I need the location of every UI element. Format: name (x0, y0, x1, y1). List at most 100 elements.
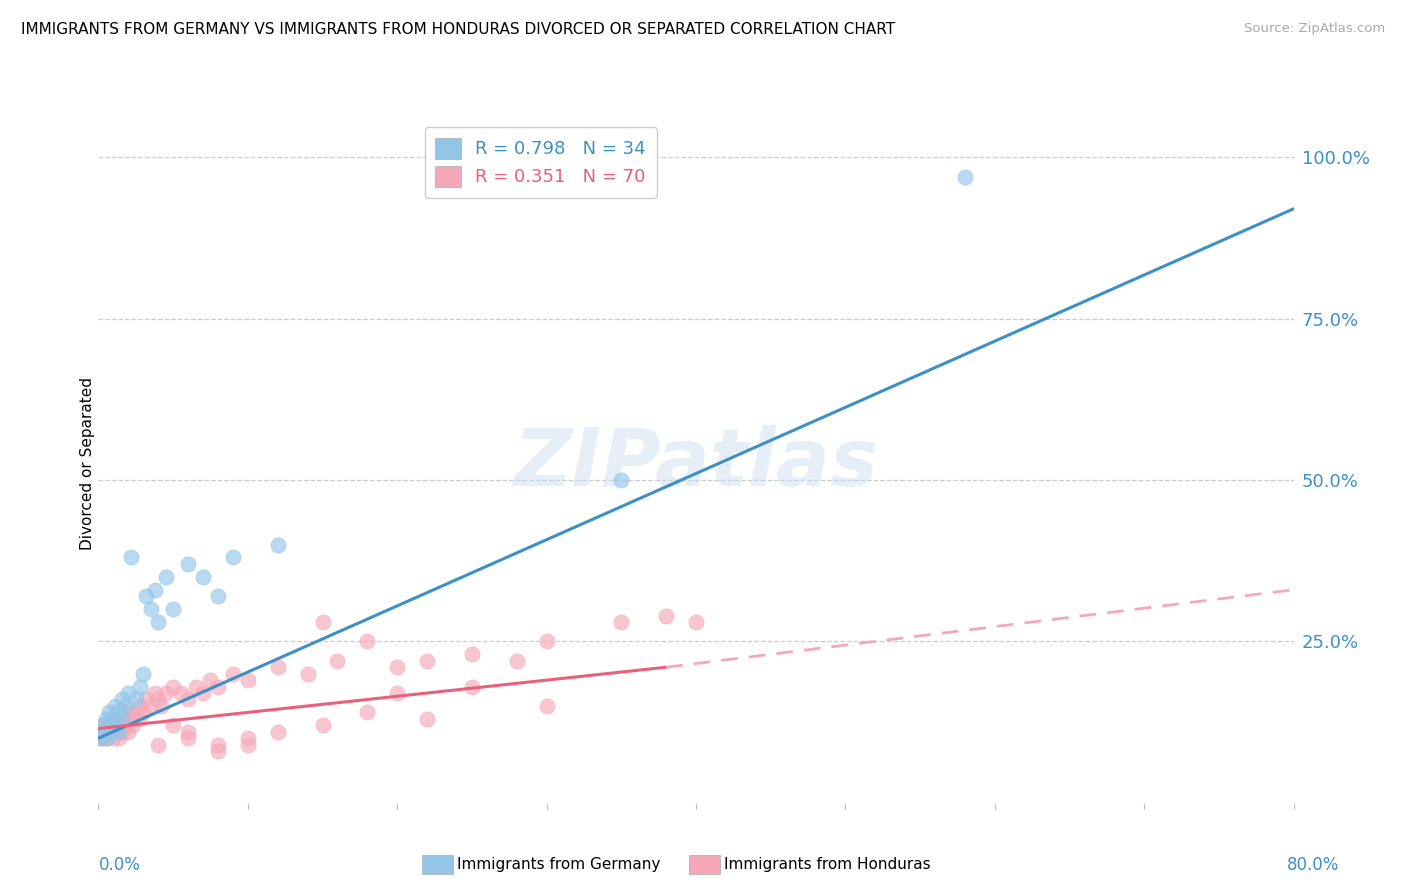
Point (191, 570, 214, 584)
Point (107, 712, 129, 726)
Point (111, 692, 134, 706)
Point (117, 724, 139, 739)
Point (191, 686, 214, 700)
Point (953, 169, 976, 184)
Point (311, 718, 333, 732)
Point (200, 673, 222, 687)
Point (267, 660, 290, 674)
Point (111, 724, 134, 739)
Point (155, 570, 177, 584)
Point (610, 473, 633, 487)
Point (356, 706, 378, 720)
Point (297, 666, 319, 681)
Point (135, 589, 157, 603)
Point (139, 698, 162, 713)
Point (110, 718, 132, 732)
Point (222, 666, 245, 681)
Point (385, 660, 409, 674)
Point (162, 718, 184, 732)
Point (536, 698, 558, 713)
Text: Immigrants from Honduras: Immigrants from Honduras (724, 857, 931, 871)
Point (135, 692, 157, 706)
Text: IMMIGRANTS FROM GERMANY VS IMMIGRANTS FROM HONDURAS DIVORCED OR SEPARATED CORREL: IMMIGRANTS FROM GERMANY VS IMMIGRANTS FR… (21, 22, 896, 37)
Point (222, 550, 245, 565)
Point (101, 712, 124, 726)
Point (207, 738, 229, 752)
Text: Immigrants from Germany: Immigrants from Germany (457, 857, 661, 871)
Point (93, 718, 115, 732)
Point (177, 724, 200, 739)
Point (207, 744, 229, 758)
Point (90, 724, 112, 739)
Point (311, 615, 333, 629)
Point (115, 718, 138, 732)
Point (93, 724, 115, 739)
Point (685, 615, 707, 629)
Point (267, 724, 290, 739)
Point (105, 718, 128, 732)
Point (97, 706, 120, 720)
Point (91, 731, 114, 746)
Text: 0.0%: 0.0% (98, 855, 141, 873)
Point (207, 680, 229, 694)
Point (129, 698, 152, 713)
Point (129, 680, 152, 694)
Point (150, 698, 173, 713)
Point (177, 692, 200, 706)
Point (155, 686, 177, 700)
Point (118, 706, 141, 720)
Point (121, 718, 143, 732)
Point (125, 692, 148, 706)
Point (101, 724, 124, 739)
Point (103, 731, 125, 746)
Text: ZIPatlas: ZIPatlas (513, 425, 879, 503)
Point (104, 698, 127, 713)
Point (132, 666, 155, 681)
Point (100, 724, 122, 739)
Point (139, 602, 162, 616)
Point (96, 731, 118, 746)
Point (103, 712, 125, 726)
Point (177, 731, 200, 746)
Point (128, 712, 150, 726)
Point (416, 712, 439, 726)
Point (536, 634, 558, 648)
Point (112, 706, 135, 720)
Point (117, 686, 139, 700)
Point (96, 731, 118, 746)
Point (120, 712, 142, 726)
Point (105, 724, 128, 739)
Point (385, 686, 409, 700)
Point (207, 589, 229, 603)
Point (148, 692, 170, 706)
Point (236, 738, 259, 752)
Point (162, 602, 184, 616)
Point (236, 673, 259, 687)
Point (267, 537, 290, 551)
Point (655, 608, 678, 623)
Point (184, 680, 207, 694)
Point (416, 654, 439, 668)
Y-axis label: Divorced or Separated: Divorced or Separated (80, 377, 94, 550)
Point (90, 731, 112, 746)
Point (91, 718, 114, 732)
Point (125, 706, 148, 720)
Point (236, 731, 259, 746)
Point (94, 712, 117, 726)
Point (143, 686, 166, 700)
Point (114, 698, 136, 713)
Text: 80.0%: 80.0% (1286, 855, 1339, 873)
Point (326, 654, 349, 668)
Point (120, 550, 142, 565)
Point (143, 582, 166, 597)
Point (100, 718, 122, 732)
Point (506, 654, 529, 668)
Point (148, 615, 170, 629)
Point (114, 712, 136, 726)
Point (356, 634, 378, 648)
Point (132, 706, 155, 720)
Point (110, 712, 132, 726)
Point (97, 718, 120, 732)
Point (107, 706, 129, 720)
Point (108, 731, 131, 746)
